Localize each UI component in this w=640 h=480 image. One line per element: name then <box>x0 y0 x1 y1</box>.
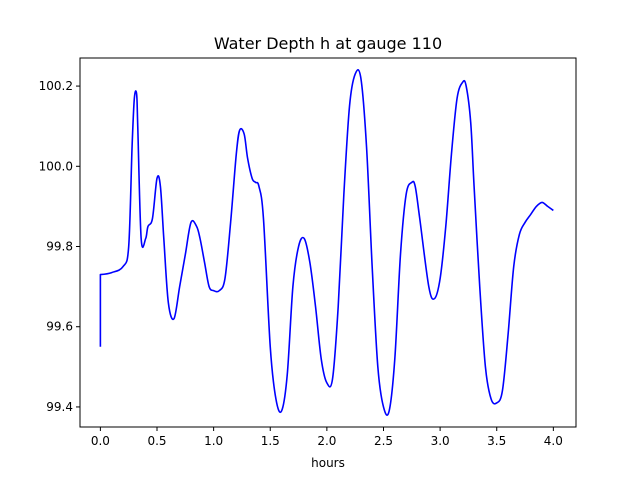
x-tick-label: 1.5 <box>261 434 280 448</box>
x-tick-label: 0.5 <box>147 434 166 448</box>
series-layer <box>99 68 554 416</box>
x-tick-label: 2.5 <box>374 434 393 448</box>
y-tick-label: 100.0 <box>39 159 73 173</box>
y-axis: 99.4 99.6 99.8 100.0 100.2 <box>39 79 80 414</box>
x-axis-label: hours <box>311 456 345 470</box>
x-tick-label: 0.0 <box>91 434 110 448</box>
y-tick-label: 99.4 <box>46 400 73 414</box>
x-tick-label: 2.0 <box>317 434 336 448</box>
chart-title: Water Depth h at gauge 110 <box>214 34 442 53</box>
x-tick-label: 1.0 <box>204 434 223 448</box>
x-tick-label: 4.0 <box>544 434 563 448</box>
plot-frame <box>79 57 577 428</box>
series-line-0 <box>99 68 554 416</box>
plot-area <box>80 58 576 427</box>
x-axis: 0.0 0.5 1.0 1.5 2.0 2.5 3.0 3.5 4.0 <box>91 427 563 448</box>
x-tick-label: 3.0 <box>431 434 450 448</box>
x-tick-label: 3.5 <box>487 434 506 448</box>
y-tick-label: 100.2 <box>39 79 73 93</box>
y-tick-label: 99.8 <box>46 240 73 254</box>
y-tick-label: 99.6 <box>46 320 73 334</box>
